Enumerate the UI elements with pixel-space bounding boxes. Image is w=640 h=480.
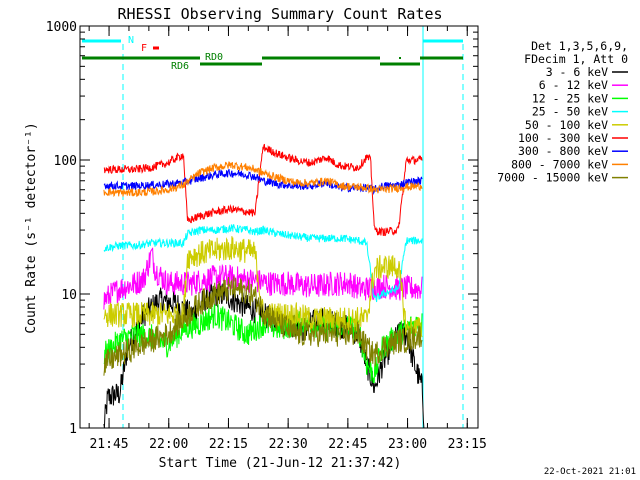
footer-timestamp: 22-Oct-2021 21:01 (544, 467, 636, 477)
flags-layer: NF RD0 RD6 (82, 26, 464, 428)
y-axis-label: Count Rate (s⁻¹ detector⁻¹) (24, 122, 39, 333)
x-tick-label-0: 21:45 (89, 437, 128, 452)
axis-layer: 1 10 100 1000 21:45 22:00 22:15 22:30 22:45 23:00… (46, 20, 487, 452)
series-layer (103, 143, 425, 429)
legend-entry-label-8: 7000 - 15000 keV (497, 171, 608, 185)
y-tick-label-2: 100 (54, 154, 77, 169)
y-tick-label-0: 1 (69, 422, 77, 437)
series-line-8 (103, 276, 423, 376)
legend-entry-label-3: 25 - 50 keV (532, 105, 608, 119)
legend-entry-label-0: 3 - 6 keV (546, 65, 608, 79)
legend-header-line-0: Det 1,3,5,6,9, (531, 39, 628, 53)
x-tick-label-1: 22:00 (149, 437, 188, 452)
chart-title: RHESSI Observing Summary Count Rates (117, 5, 442, 23)
series-line-7 (103, 161, 423, 198)
x-axis-label: Start Time (21-Jun-12 21:37:42) (159, 456, 402, 471)
series-line-1 (103, 247, 423, 310)
legend-entry-label-2: 12 - 25 keV (532, 91, 608, 105)
x-tick-label-3: 22:30 (269, 437, 308, 452)
plot-frame (79, 25, 479, 429)
x-tick-label-4: 22:45 (328, 437, 367, 452)
y-tick-label-1: 10 (61, 288, 77, 303)
y-tick-label-3: 1000 (46, 20, 77, 35)
legend-entry-label-6: 300 - 800 keV (518, 144, 608, 158)
flag-label-rd0: RD0 (205, 52, 223, 63)
series-line-0 (103, 283, 425, 429)
legend: Det 1,3,5,6,9,FDecim 1, Att 03 - 6 keV6 … (497, 39, 628, 185)
flag-label-n: N (128, 35, 134, 46)
flag-label-f: F (141, 43, 147, 54)
legend-entry-label-4: 50 - 100 keV (525, 118, 608, 132)
legend-entry-label-7: 800 - 7000 keV (511, 157, 608, 171)
legend-entry-label-5: 100 - 300 keV (518, 131, 608, 145)
legend-entry-label-1: 6 - 12 keV (539, 78, 608, 92)
legend-header-line-1: FDecim 1, Att 0 (524, 52, 628, 66)
x-tick-label-5: 23:00 (388, 437, 427, 452)
x-tick-label-6: 23:15 (448, 437, 487, 452)
series-line-5 (103, 143, 423, 237)
flag-label-rd6: RD6 (171, 61, 189, 72)
series-line-6 (103, 168, 423, 196)
x-tick-label-2: 22:15 (209, 437, 248, 452)
series-line-4 (103, 236, 423, 340)
series-line-3 (103, 224, 423, 303)
